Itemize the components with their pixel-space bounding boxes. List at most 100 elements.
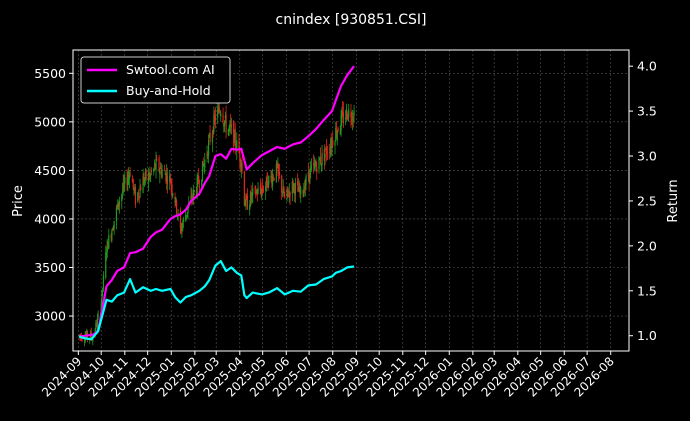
- candle-body: [166, 175, 169, 185]
- candle-body: [320, 163, 322, 166]
- candle-body: [303, 189, 305, 197]
- candle-body: [318, 156, 320, 170]
- candle-body: [222, 114, 224, 123]
- candle-body: [353, 110, 355, 116]
- candle-body: [351, 117, 354, 121]
- candle-body: [102, 288, 104, 290]
- candle-body: [127, 178, 129, 185]
- candle-body: [209, 133, 211, 142]
- candle-body: [208, 134, 210, 137]
- candle-body: [102, 275, 105, 289]
- candle-body: [236, 140, 238, 153]
- candle-body: [304, 185, 306, 189]
- candle-body: [105, 252, 107, 278]
- candle-body: [337, 127, 339, 132]
- candle-body: [211, 133, 213, 143]
- candle-body: [283, 188, 285, 196]
- candle-body: [278, 164, 280, 174]
- candle-body: [145, 169, 147, 180]
- candle-body: [213, 114, 215, 132]
- candle-body: [319, 159, 321, 160]
- candle-body: [307, 171, 309, 177]
- candle-body: [330, 142, 332, 148]
- y-tick-label-left: 5500: [34, 66, 66, 81]
- candle-body: [348, 109, 350, 117]
- y-tick-label-left: 5000: [34, 114, 66, 129]
- candle-body: [129, 173, 131, 176]
- candle-body: [126, 177, 128, 186]
- candle-body: [206, 154, 208, 156]
- candle-body: [212, 129, 214, 135]
- candle-body: [302, 191, 304, 194]
- candle-body: [195, 191, 197, 194]
- candle-body: [187, 207, 189, 213]
- candle-body: [310, 165, 312, 170]
- candle-body: [281, 175, 283, 193]
- candle-body: [204, 159, 206, 168]
- candle-body: [342, 111, 344, 114]
- candle-body: [234, 129, 236, 146]
- candle-body: [350, 112, 352, 118]
- candle-body: [191, 196, 194, 198]
- y-tick-label-right: 3.0: [637, 149, 657, 164]
- candle-body: [137, 192, 139, 202]
- candle-body: [132, 178, 134, 187]
- candle-body: [252, 188, 254, 195]
- legend-label-buy-hold: Buy-and-Hold: [126, 83, 211, 98]
- candle-body: [224, 116, 226, 119]
- y-tick-label-left: 4000: [34, 211, 66, 226]
- candle-body: [217, 108, 219, 118]
- candle-body: [260, 190, 262, 195]
- y-tick-label-left: 3000: [34, 309, 66, 324]
- y-tick-label-right: 3.5: [637, 104, 657, 119]
- candle-body: [230, 125, 233, 128]
- candle-body: [218, 106, 220, 112]
- candle-body: [334, 141, 336, 146]
- candle-body: [299, 190, 301, 193]
- candle-body: [347, 115, 349, 119]
- candle-body: [180, 228, 182, 232]
- candle-body: [289, 192, 291, 197]
- candle-body: [266, 173, 268, 188]
- candle-body: [110, 235, 112, 238]
- candle-body: [169, 175, 171, 182]
- candle-body: [214, 115, 216, 117]
- candle-body: [108, 235, 110, 249]
- candle-body: [113, 221, 115, 229]
- candle-body: [294, 183, 296, 195]
- candle-body: [305, 175, 307, 185]
- candle-body: [342, 112, 344, 124]
- candle-body: [286, 189, 288, 197]
- candle-body: [196, 178, 198, 198]
- candle-body: [287, 195, 290, 197]
- candle-body: [313, 162, 315, 165]
- candle-body: [123, 182, 125, 184]
- candle-body: [191, 196, 193, 200]
- candle-body: [128, 174, 130, 179]
- candle-body: [118, 202, 120, 206]
- candle-body: [246, 195, 249, 210]
- candle-body: [165, 173, 167, 182]
- candle-body: [171, 184, 173, 192]
- candle-body: [315, 162, 317, 167]
- series-lines: [78, 65, 355, 341]
- candle-body: [324, 153, 326, 158]
- candle-body: [124, 177, 126, 184]
- candle-body: [198, 175, 200, 184]
- candle-body: [112, 228, 114, 231]
- candle-body: [282, 187, 284, 193]
- candle-body: [153, 168, 155, 172]
- candle-body: [95, 322, 97, 331]
- candle-body: [273, 177, 275, 180]
- candle-body: [139, 187, 141, 198]
- candle-body: [134, 189, 136, 191]
- candle-body: [326, 153, 328, 155]
- candle-body: [262, 189, 265, 192]
- candle-body: [335, 129, 338, 136]
- candle-body: [96, 324, 98, 327]
- candle-body: [326, 147, 328, 155]
- y-tick-label-right: 2.0: [637, 238, 657, 253]
- candle-body: [116, 206, 118, 208]
- candle-body: [172, 193, 174, 196]
- candle-body: [220, 113, 222, 117]
